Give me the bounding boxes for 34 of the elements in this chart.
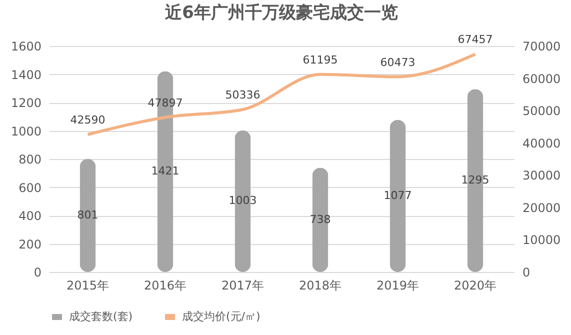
y-tick-label: 400	[18, 209, 42, 223]
y2-tick-label: 20000	[522, 200, 561, 215]
legend-label: 成交均价(元/㎡)	[182, 310, 260, 323]
y-tick-label: 600	[18, 180, 42, 195]
x-tick-label: 2016年	[144, 278, 187, 292]
y-tick-label: 0	[34, 266, 42, 280]
y-tick-label: 800	[18, 152, 42, 166]
legend-label: 成交套数(套)	[69, 310, 133, 323]
bar	[80, 158, 96, 272]
x-tick-label: 2015年	[66, 278, 110, 292]
y-tick-label: 1000	[10, 124, 42, 138]
y2-tick-label: 10000	[522, 233, 561, 248]
data-label: 67457	[458, 33, 493, 46]
data-label: 50336	[225, 88, 260, 102]
data-label: 47897	[148, 96, 183, 110]
data-label: 801	[77, 208, 98, 222]
y2-tick-label: 40000	[522, 136, 561, 150]
y-tick-label: 1600	[10, 40, 42, 54]
y-tick-label: 200	[18, 237, 42, 252]
data-label: 60473	[380, 56, 416, 69]
data-label: 42590	[70, 113, 106, 126]
y-tick-label: 1400	[10, 68, 42, 82]
x-tick-label: 2019年	[376, 278, 420, 292]
y-tick-label: 1200	[10, 96, 42, 110]
y2-tick-label: 50000	[522, 104, 561, 118]
y2-tick-label: 60000	[522, 72, 561, 86]
x-tick-label: 2020年	[454, 278, 497, 292]
y2-tick-label: 0	[522, 266, 530, 280]
y2-tick-label: 30000	[522, 168, 561, 183]
x-tick-label: 2018年	[298, 278, 342, 292]
data-label: 61195	[302, 53, 338, 66]
y2-tick-label: 70000	[522, 40, 561, 54]
chart-title: 近6年广州千万级豪宅成交一览	[164, 3, 398, 24]
x-tick-label: 2017年	[221, 278, 264, 292]
